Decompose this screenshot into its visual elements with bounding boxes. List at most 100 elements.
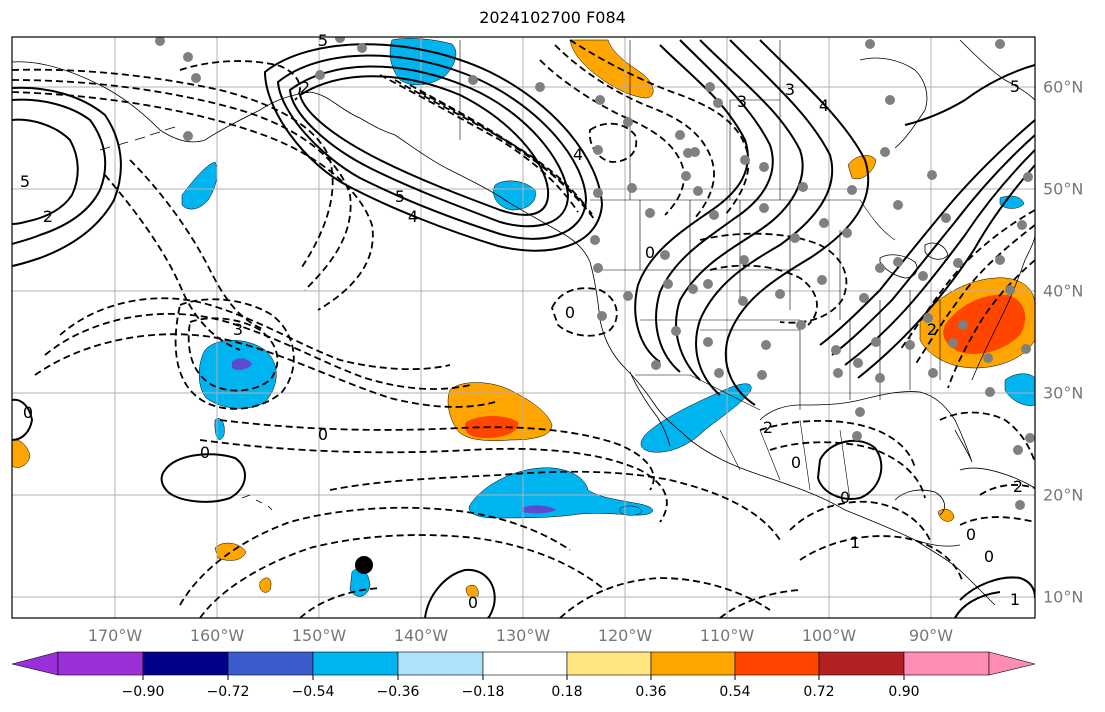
lon-label: 140°W <box>393 626 449 645</box>
colorbar-tick-label: −0.54 <box>291 684 335 700</box>
colorbar-tick-label: 0.18 <box>551 684 583 700</box>
dash-north-3 <box>12 91 374 311</box>
contour-label: 0 <box>984 547 994 566</box>
colorbar-segment <box>397 651 484 676</box>
shade-blue-mexico <box>640 383 752 453</box>
lat-label: 30°N <box>1043 383 1084 403</box>
florida <box>954 419 973 463</box>
colorbar-segment <box>57 651 144 676</box>
lon-label: 110°W <box>699 626 755 645</box>
map-title: 2024102700 F084 <box>479 8 626 27</box>
shade-orange-small-3 <box>465 585 479 599</box>
contour-label: 2 <box>1013 477 1023 496</box>
contour-label: 2 <box>43 207 53 226</box>
colorbar-tick-label: −0.90 <box>121 684 165 700</box>
dash-gulf-2 <box>769 441 926 499</box>
contour-label: 5 <box>20 172 30 191</box>
dash-east-2 <box>914 224 1035 366</box>
lon-label: 90°W <box>908 626 954 645</box>
contour-label: 0 <box>840 488 850 507</box>
dash-south-2 <box>199 534 606 618</box>
dash-canada-1 <box>539 59 685 216</box>
yucatan <box>894 489 945 516</box>
dash-jet-2 <box>379 74 579 213</box>
dash-south-1 <box>179 506 571 606</box>
shade-blue-low-center <box>493 180 536 211</box>
dash-gulf-1 <box>759 419 916 469</box>
contour-ridge-3 <box>724 39 870 406</box>
contour-elongated-1 <box>298 75 550 216</box>
dash-mid-3 <box>329 470 781 541</box>
dash-se-1 <box>939 411 1035 463</box>
contour-label: 4 <box>408 207 418 226</box>
colorbar-tick-label: 0.90 <box>888 684 920 700</box>
dash-pacific-1 <box>59 297 451 371</box>
contour-north-east <box>904 64 1035 126</box>
dash-east-1 <box>899 209 1035 351</box>
contour-ridge-4 <box>655 39 774 373</box>
shade-orange-small-2 <box>259 577 272 593</box>
contour-label: 5 <box>1010 77 1020 96</box>
dash-mid-2 <box>199 439 668 523</box>
dash-gulfak-2 <box>104 174 241 351</box>
shade-purple-west-pac <box>232 358 252 371</box>
contour-east-2 <box>831 134 1035 356</box>
lat-label: 40°N <box>1043 281 1084 301</box>
contour-label: 0 <box>565 303 575 322</box>
dash-north-1 <box>12 68 334 271</box>
contour-label: 0 <box>791 453 801 472</box>
colorbar-tick-label: −0.36 <box>376 684 420 700</box>
colorbar-tick-label: 0.72 <box>803 684 835 700</box>
lon-label: 170°W <box>87 626 143 645</box>
shade-orange-west-edge <box>12 439 31 468</box>
colorbar <box>11 651 1036 676</box>
dash-pacific-2 <box>44 313 471 390</box>
colorbar-tick-label: −0.72 <box>206 684 250 700</box>
contour-label: 3 <box>785 80 795 99</box>
contour-label: 2 <box>763 418 773 437</box>
contour-ridge-1 <box>675 39 804 381</box>
us-canada-border <box>590 199 896 241</box>
contour-label: 1 <box>850 533 860 552</box>
gulf-coast <box>759 391 956 421</box>
contour-label: 2 <box>300 78 310 97</box>
colorbar-tick-label: −0.18 <box>461 684 505 700</box>
dash-south-3 <box>559 577 771 618</box>
colorbar-segment <box>142 651 229 676</box>
colorbar-tick-label: 0.54 <box>719 684 751 700</box>
dash-se-2 <box>979 484 1035 496</box>
central-america <box>914 539 996 606</box>
mexico-states <box>719 419 851 501</box>
contour-elongated-3 <box>276 54 588 240</box>
dash-gulf-3 <box>789 500 931 541</box>
dash-mid-1 <box>219 419 655 491</box>
colorbar-segment <box>227 651 314 676</box>
dash-canada-2 <box>554 44 715 219</box>
contour-label: 1 <box>1010 590 1020 609</box>
baja <box>629 371 671 447</box>
contour-label: 3 <box>233 320 243 339</box>
hawaii <box>241 494 273 511</box>
colorbar-segment <box>650 651 736 676</box>
dashed-contours <box>12 39 1035 618</box>
contour-label: 0 <box>966 525 976 544</box>
colorbar-segment <box>903 651 990 676</box>
contour-west-edge-loop <box>12 398 34 441</box>
lat-label: 60°N <box>1043 77 1084 97</box>
shade-red-east <box>943 294 1026 355</box>
dash-jet-4 <box>419 91 596 221</box>
dash-south-5 <box>299 587 381 618</box>
dash-jet-3 <box>409 84 593 215</box>
map-frame <box>11 36 1036 619</box>
colorbar-extend-low <box>11 651 59 676</box>
contour-label: 5 <box>395 187 405 206</box>
colorbar-segment <box>312 651 399 676</box>
lon-label: 130°W <box>495 626 551 645</box>
shade-red-pacific <box>464 416 519 438</box>
graticule <box>12 37 1035 618</box>
contour-label: 0 <box>318 425 328 444</box>
shade-orange-canada <box>847 155 877 180</box>
colorbar-segment <box>482 651 568 676</box>
labrador <box>959 39 1035 101</box>
dash-ak-interior <box>179 60 301 101</box>
